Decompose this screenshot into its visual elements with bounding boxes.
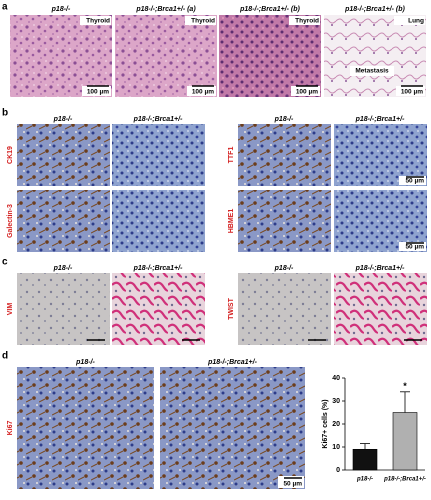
y-tick-label: 20 bbox=[332, 421, 340, 428]
micrograph bbox=[112, 190, 205, 252]
panel-label: a bbox=[2, 2, 8, 13]
stain-label: TTF1 bbox=[228, 147, 235, 164]
column-header: p18-/-;Brca1+/- bbox=[133, 116, 183, 123]
label-box bbox=[82, 86, 111, 96]
micrograph bbox=[10, 15, 112, 97]
scale-label: 50 µm bbox=[405, 178, 424, 185]
scale-label: 50 µm bbox=[405, 244, 424, 251]
tissue-label: Thyroid bbox=[295, 18, 319, 25]
tissue-label: Lung bbox=[408, 18, 424, 25]
scale-label: 100 µm bbox=[401, 89, 423, 96]
scale-label: 100 µm bbox=[192, 89, 214, 96]
panel-label: c bbox=[2, 257, 8, 268]
column-header: p18-/-;Brca1+/- (b) bbox=[344, 6, 405, 13]
label-box bbox=[399, 242, 426, 251]
stain-label: VIM bbox=[7, 303, 14, 316]
column-header: p18-/-;Brca1+/- bbox=[355, 265, 405, 272]
y-tick-label: 0 bbox=[336, 467, 340, 474]
micrograph bbox=[17, 190, 110, 252]
column-header: p18-/- bbox=[51, 6, 71, 13]
micrograph bbox=[17, 273, 110, 345]
error-bar bbox=[360, 443, 370, 450]
column-header: p18-/-;Brca1+/- bbox=[355, 116, 405, 123]
scale-label: 100 µm bbox=[296, 89, 318, 96]
scale-label: 50 µm bbox=[283, 481, 302, 488]
label-box bbox=[278, 476, 304, 488]
label-box bbox=[350, 66, 394, 76]
scale-label: 100 µm bbox=[87, 89, 109, 96]
micrograph bbox=[115, 15, 217, 97]
column-header: p18-/- bbox=[75, 359, 95, 366]
column-header: p18-/- bbox=[53, 116, 73, 123]
column-header: p18-/-;Brca1+/- bbox=[207, 359, 257, 366]
column-header: p18-/-;Brca1+/- (b) bbox=[239, 6, 300, 13]
stain-label: TWIST bbox=[228, 297, 235, 319]
micrograph bbox=[112, 124, 205, 186]
label-box bbox=[399, 176, 426, 185]
micrograph bbox=[324, 15, 426, 97]
micrograph bbox=[17, 367, 154, 489]
bar bbox=[392, 412, 418, 471]
labels: a p18-/- Thyroid 100 µm p18-/-;Brca1+/- (a) T… bbox=[2, 2, 424, 488]
bar bbox=[352, 448, 378, 471]
x-tick-label: p18-/- bbox=[356, 477, 373, 483]
micrograph bbox=[238, 190, 331, 252]
micrograph bbox=[238, 273, 331, 345]
stain-label: Galectin-3 bbox=[7, 204, 14, 238]
bar-chart: 0 10 20 30 40 Ki67+ cells (%) p18-/- p18-/-;Brc… bbox=[322, 375, 426, 483]
micrograph bbox=[17, 124, 110, 186]
micrograph bbox=[238, 124, 331, 186]
label-box bbox=[187, 86, 216, 96]
column-header: p18-/-;Brca1+/- bbox=[133, 265, 183, 272]
stain-label: HBME1 bbox=[228, 209, 235, 234]
y-tick-label: 10 bbox=[332, 444, 340, 451]
panel-label: b bbox=[2, 108, 8, 119]
stain-label: CK19 bbox=[7, 146, 14, 164]
annotation: Metastasis bbox=[355, 68, 389, 75]
label-box bbox=[394, 16, 425, 25]
tissue-label: Thyroid bbox=[86, 18, 110, 25]
label-box bbox=[80, 16, 111, 25]
significance-mark: * bbox=[403, 381, 407, 391]
label-box bbox=[396, 86, 425, 96]
column-header: p18-/- bbox=[274, 265, 294, 272]
column-header: p18-/- bbox=[274, 116, 294, 123]
label-box bbox=[185, 16, 216, 25]
column-header: p18-/- bbox=[53, 265, 73, 272]
y-axis-label: Ki67+ cells (%) bbox=[322, 399, 329, 448]
micrograph bbox=[219, 15, 321, 97]
micrograph bbox=[334, 273, 427, 345]
tissue-label: Thyroid bbox=[191, 18, 215, 25]
stain-label: Ki67 bbox=[7, 421, 14, 436]
column-header: p18-/-;Brca1+/- (a) bbox=[135, 6, 196, 13]
micrograph bbox=[112, 273, 205, 345]
label-box bbox=[291, 86, 320, 96]
panel-label: d bbox=[2, 351, 8, 362]
micrographs bbox=[10, 15, 427, 489]
error-bar bbox=[400, 391, 410, 413]
micrograph bbox=[160, 367, 305, 489]
x-tick-label: p18-/-;Brca1+/- bbox=[383, 477, 426, 483]
label-box bbox=[289, 16, 320, 25]
micrograph bbox=[334, 190, 427, 252]
micrograph bbox=[334, 124, 427, 186]
y-tick-label: 40 bbox=[332, 375, 340, 382]
y-tick-label: 30 bbox=[332, 398, 340, 405]
